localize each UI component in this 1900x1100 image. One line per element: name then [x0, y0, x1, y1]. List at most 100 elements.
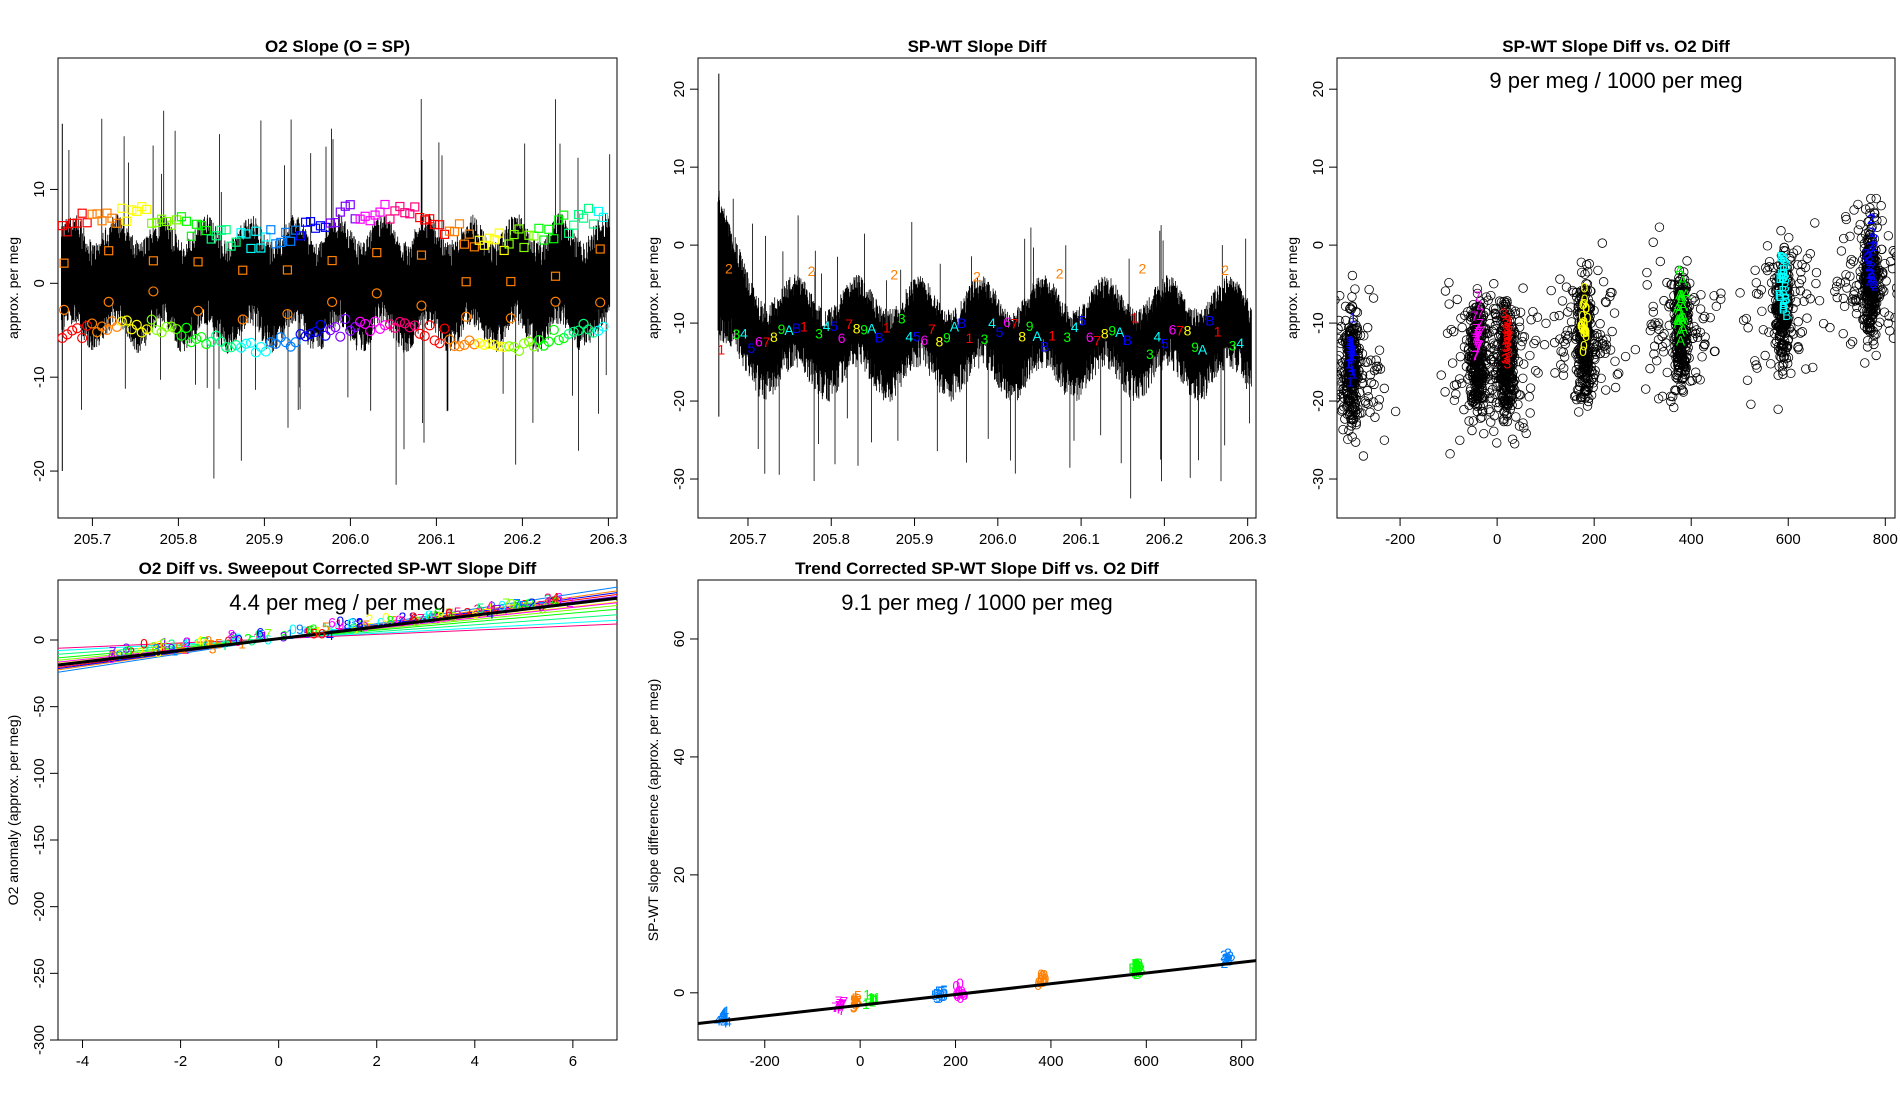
point-label: 6 [1169, 321, 1177, 337]
square-marker [524, 230, 534, 240]
scatter-point [1557, 296, 1568, 306]
scatter-label: 6 [445, 605, 453, 621]
scatter-point [1379, 435, 1390, 445]
cluster-label: 2 [1223, 953, 1231, 969]
scatter-label: 9 [488, 598, 496, 614]
point-label: 5 [996, 324, 1004, 340]
scatter-label: 6 [328, 614, 336, 630]
scatter-label: 2 [244, 630, 252, 646]
square-marker [340, 201, 350, 211]
cluster-label: 7 [1472, 347, 1480, 363]
circle-marker [265, 337, 276, 348]
scatter-point [1655, 256, 1666, 267]
cluster-label: 2 [1868, 273, 1876, 289]
scatter-point [1858, 304, 1868, 314]
scatter-label: 2 [551, 594, 559, 610]
square-marker [564, 228, 574, 238]
scatter-label: 0 [347, 615, 355, 631]
scatter-point [1783, 352, 1794, 363]
scatter-point [1620, 351, 1631, 362]
scatter-point [1554, 310, 1564, 321]
subset-fit-line [58, 608, 617, 659]
x-tick-label: 6 [569, 1053, 577, 1070]
scatter-point [1347, 340, 1358, 351]
scatter-point [1673, 374, 1683, 384]
scatter-label: 9 [230, 629, 238, 645]
x-tick-label: 205.8 [812, 531, 850, 548]
scatter-point [1678, 373, 1688, 383]
chart-panel-p3: SP-WT Slope Diff vs. O2 Diff approx. per … [1284, 37, 1898, 548]
circle-marker [414, 328, 425, 339]
cluster-label: A [1678, 312, 1688, 328]
scatter-point [1671, 385, 1681, 396]
circle-marker [171, 323, 182, 335]
circle-marker [116, 316, 127, 327]
x-tick-label: 206.1 [1062, 531, 1100, 548]
scatter-point [1499, 414, 1509, 424]
square-marker [327, 255, 337, 266]
cluster-label: 5 [854, 988, 862, 1004]
scatter-point [1700, 332, 1710, 342]
scatter-label: 4 [313, 623, 321, 639]
square-marker [506, 276, 516, 287]
scatter-label: 9 [526, 595, 534, 611]
cluster-label: 3 [1501, 351, 1509, 367]
scatter-point [1337, 384, 1344, 394]
y-tick-label: -300 [31, 1025, 48, 1055]
point-label: 7 [763, 334, 771, 350]
cluster-label: 0 [1578, 308, 1586, 324]
scatter-point [1846, 254, 1857, 265]
cluster-label: 0 [1581, 291, 1589, 307]
scatter-label: 7 [149, 640, 157, 656]
point-label: 3 [1063, 329, 1071, 345]
scatter-point [1766, 278, 1777, 288]
cluster-label: 2 [1868, 210, 1876, 226]
cluster-label: 0 [1579, 297, 1587, 313]
square-marker [449, 227, 460, 237]
circle-marker [260, 346, 271, 357]
cluster-label: 2 [1870, 275, 1878, 291]
scatter-point [1887, 263, 1895, 274]
scatter-point [1347, 357, 1357, 368]
cluster-label: 5 [936, 987, 944, 1003]
circle-marker [101, 324, 113, 336]
cluster-label: 2 [1225, 952, 1233, 968]
cluster-label: B [1781, 270, 1790, 286]
scatter-point [1774, 335, 1785, 345]
scatter-point [1446, 324, 1456, 335]
scatter-point [1323, 340, 1332, 349]
scatter-label: 8 [409, 609, 417, 625]
point-label: 8 [1184, 322, 1192, 338]
scatter-point [1346, 304, 1356, 315]
cluster-label: 2 [1866, 266, 1874, 282]
x-tick-label: 200 [1582, 531, 1607, 548]
cluster-label: 7 [835, 993, 843, 1009]
cluster-label: 4 [720, 1014, 728, 1030]
scatter-point [1345, 303, 1356, 313]
scatter-point [1870, 208, 1880, 219]
y-tick-label: -20 [31, 460, 48, 482]
scatter-label: 6 [224, 633, 232, 649]
point-label: 2 [1221, 262, 1229, 278]
x-tick-label: 206.3 [1229, 531, 1267, 548]
square-marker [461, 277, 471, 287]
scatter-label: 8 [498, 597, 506, 613]
square-marker [350, 214, 360, 224]
scatter-point [1786, 368, 1796, 379]
circle-marker [548, 324, 559, 336]
scatter-point [1474, 391, 1484, 402]
scatter-point [1607, 326, 1617, 337]
scatter-point [1505, 310, 1516, 320]
square-marker [569, 220, 579, 230]
square-marker [372, 248, 382, 258]
square-marker [415, 212, 425, 223]
scatter-point [1337, 393, 1340, 403]
cluster-label: 2 [1871, 238, 1879, 254]
scatter-point [1876, 244, 1887, 255]
scatter-label: 2 [356, 615, 364, 631]
scatter-point [1390, 406, 1401, 417]
cluster-label: 1 [873, 989, 881, 1005]
cluster-label: B [1131, 956, 1140, 972]
